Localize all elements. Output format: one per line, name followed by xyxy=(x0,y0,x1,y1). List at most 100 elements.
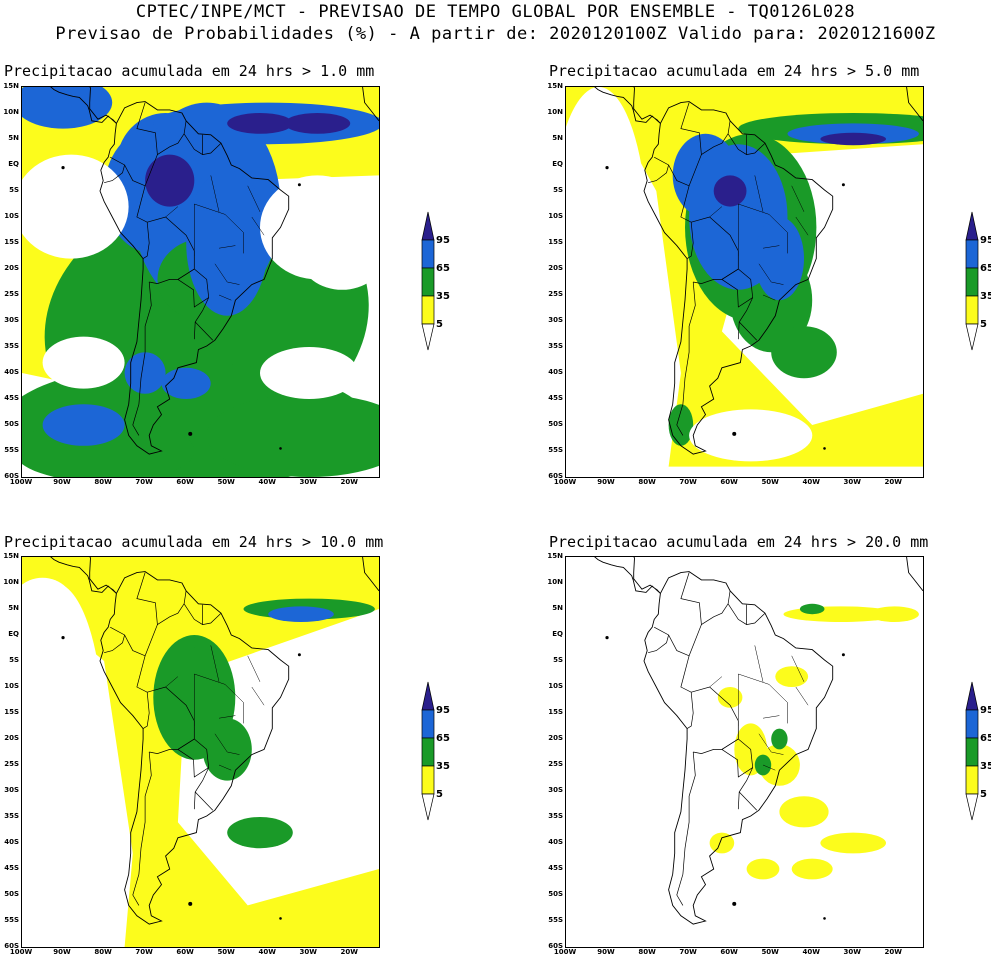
probability-area-high xyxy=(754,217,804,301)
country-border xyxy=(737,297,754,340)
legend-swatch-high xyxy=(965,239,979,269)
latitude-label: 40S xyxy=(548,368,563,376)
no-probability-area xyxy=(824,191,923,295)
probability-area-low xyxy=(746,858,780,880)
color-legend xyxy=(965,681,979,821)
legend-swatch-mid xyxy=(965,737,979,767)
country-border xyxy=(149,268,195,284)
state-border xyxy=(214,263,228,283)
probability-area-mid xyxy=(206,393,379,477)
latitude-label: 5N xyxy=(8,604,19,612)
longitude-label: 50W xyxy=(761,948,779,956)
legend-swatch-mid xyxy=(421,737,435,767)
state-border xyxy=(738,673,770,685)
island-marker xyxy=(61,166,65,170)
state-border xyxy=(227,751,240,755)
legend-swatch-low xyxy=(421,765,435,795)
legend-swatch-very-high xyxy=(421,211,435,241)
probability-area-high xyxy=(268,606,334,622)
map-canvas xyxy=(594,557,923,925)
legend-label: 95 xyxy=(436,705,450,716)
longitude-label: 80W xyxy=(94,478,112,486)
state-border xyxy=(791,185,805,212)
latitude-label: 5N xyxy=(552,134,563,142)
no-probability-area xyxy=(22,154,129,259)
map-canvas xyxy=(22,87,379,477)
latitude-label: EQ xyxy=(8,160,19,168)
latitude-label: 55S xyxy=(548,916,563,924)
probability-area-low xyxy=(779,796,829,828)
country-border xyxy=(132,281,152,436)
country-border xyxy=(194,791,214,811)
latitude-label: 60S xyxy=(4,472,19,480)
legend-swatch-low xyxy=(965,765,979,795)
latitude-label: 10S xyxy=(4,212,19,220)
island-marker xyxy=(823,917,826,920)
no-probability-area xyxy=(566,435,648,467)
legend-label: 35 xyxy=(980,761,991,772)
probability-area-low xyxy=(22,557,379,947)
longitude-label: 90W xyxy=(597,478,615,486)
latitude-label: 45S xyxy=(4,394,19,402)
latitude-label: 35S xyxy=(4,342,19,350)
country-border xyxy=(654,572,702,657)
longitude-label: 80W xyxy=(94,948,112,956)
longitude-label: 20W xyxy=(340,478,358,486)
country-border xyxy=(727,133,766,155)
latitude-label: 5S xyxy=(9,656,19,664)
legend-label: 35 xyxy=(980,291,991,302)
coastline-central-america xyxy=(594,557,661,594)
latitude-label: 50S xyxy=(4,420,19,428)
longitude-label: 30W xyxy=(843,478,861,486)
latitude-label: 45S xyxy=(548,394,563,402)
state-border xyxy=(251,686,265,706)
island-marker xyxy=(188,431,193,436)
longitude-label: 60W xyxy=(720,948,738,956)
probability-area-high xyxy=(186,170,269,316)
main-subtitle: Previsao de Probabilidades (%) - A parti… xyxy=(55,24,936,44)
latitude-label: 45S xyxy=(4,864,19,872)
latitude-label: 60S xyxy=(548,942,563,950)
legend xyxy=(964,210,980,356)
country-border xyxy=(110,102,158,187)
latitude-label: 5S xyxy=(553,656,563,664)
latitude-label: 35S xyxy=(4,812,19,820)
latitude-label: 15N xyxy=(547,552,563,560)
legend-label: 5 xyxy=(980,319,987,330)
latitude-label: 10N xyxy=(547,578,563,586)
latitude-label: 50S xyxy=(548,890,563,898)
country-border xyxy=(157,590,187,625)
no-probability-area xyxy=(22,577,76,641)
no-probability-area xyxy=(288,650,371,776)
country-border xyxy=(737,767,754,810)
latitude-label: 35S xyxy=(548,342,563,350)
island-marker xyxy=(61,636,65,640)
probability-area-mid xyxy=(668,404,694,446)
latitude-label: 5N xyxy=(552,604,563,612)
state-border xyxy=(224,214,244,233)
probability-area-low xyxy=(709,832,735,854)
longitude-label: 40W xyxy=(802,478,820,486)
panel-title: Precipitacao acumulada em 24 hrs > 1.0 m… xyxy=(4,62,375,80)
no-probability-area xyxy=(689,409,813,462)
state-border xyxy=(165,676,179,688)
coastline-south-america xyxy=(643,101,834,455)
latitude-label: 20S xyxy=(548,264,563,272)
legend-swatch-none xyxy=(965,793,979,821)
state-border xyxy=(218,764,232,771)
country-border xyxy=(104,164,125,184)
island-marker xyxy=(732,431,737,436)
latitude-label: 60S xyxy=(4,942,19,950)
coastline-africa xyxy=(906,87,923,122)
legend xyxy=(420,680,436,826)
latitude-label: 10N xyxy=(3,578,19,586)
legend-swatch-low xyxy=(421,295,435,325)
color-legend xyxy=(421,211,435,351)
latitude-label: 20S xyxy=(548,734,563,742)
panel-title: Precipitacao acumulada em 24 hrs > 10.0 … xyxy=(4,533,384,551)
probability-area-low xyxy=(758,744,800,786)
map-canvas xyxy=(566,87,923,467)
country-border xyxy=(177,738,210,778)
country-border xyxy=(738,321,758,341)
probability-area-mid xyxy=(771,326,837,379)
